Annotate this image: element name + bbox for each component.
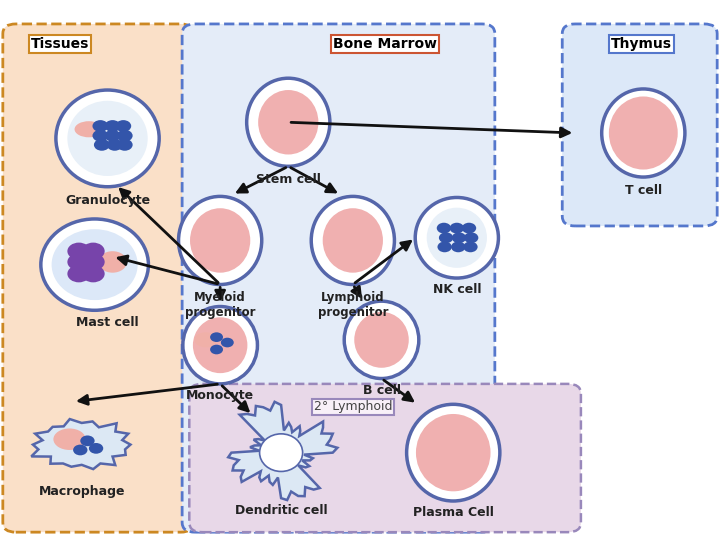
Text: Granulocyte: Granulocyte bbox=[65, 194, 150, 207]
Circle shape bbox=[81, 253, 104, 271]
Ellipse shape bbox=[354, 312, 409, 368]
Polygon shape bbox=[31, 419, 130, 469]
Text: NK cell: NK cell bbox=[433, 284, 481, 296]
Text: Tissues: Tissues bbox=[31, 37, 89, 51]
Circle shape bbox=[117, 130, 132, 141]
FancyBboxPatch shape bbox=[182, 24, 495, 532]
Ellipse shape bbox=[258, 90, 318, 154]
Text: Monocyte: Monocyte bbox=[186, 389, 254, 402]
Circle shape bbox=[81, 435, 94, 446]
Ellipse shape bbox=[68, 101, 148, 176]
Text: Plasma Cell: Plasma Cell bbox=[413, 507, 494, 519]
Circle shape bbox=[68, 265, 90, 282]
FancyBboxPatch shape bbox=[3, 24, 194, 532]
Ellipse shape bbox=[415, 198, 498, 278]
Circle shape bbox=[81, 265, 104, 282]
Circle shape bbox=[462, 222, 476, 233]
Circle shape bbox=[438, 241, 452, 252]
Circle shape bbox=[89, 443, 103, 454]
Ellipse shape bbox=[75, 121, 103, 137]
Text: Lymphoid
progenitor: Lymphoid progenitor bbox=[318, 292, 388, 320]
Circle shape bbox=[115, 120, 131, 132]
Ellipse shape bbox=[190, 208, 251, 273]
Ellipse shape bbox=[53, 428, 86, 450]
Text: T cell: T cell bbox=[625, 184, 662, 197]
Text: Macrophage: Macrophage bbox=[38, 485, 125, 498]
Circle shape bbox=[81, 242, 104, 260]
FancyBboxPatch shape bbox=[562, 24, 717, 226]
Circle shape bbox=[451, 241, 465, 252]
Ellipse shape bbox=[311, 197, 395, 285]
Circle shape bbox=[437, 222, 451, 233]
Circle shape bbox=[464, 232, 478, 243]
Circle shape bbox=[104, 120, 120, 132]
Ellipse shape bbox=[194, 332, 217, 347]
Text: Thymus: Thymus bbox=[611, 37, 672, 51]
Ellipse shape bbox=[260, 434, 302, 471]
Ellipse shape bbox=[609, 97, 678, 170]
Circle shape bbox=[92, 130, 108, 141]
Text: Mast cell: Mast cell bbox=[76, 316, 139, 329]
Ellipse shape bbox=[247, 78, 330, 166]
Text: Bone Marrow: Bone Marrow bbox=[333, 37, 437, 51]
Polygon shape bbox=[228, 402, 338, 500]
Ellipse shape bbox=[427, 208, 487, 268]
Ellipse shape bbox=[416, 414, 490, 491]
Ellipse shape bbox=[602, 89, 685, 177]
Ellipse shape bbox=[183, 307, 258, 384]
Ellipse shape bbox=[179, 197, 262, 285]
Text: 2° Lymphoid: 2° Lymphoid bbox=[314, 401, 392, 414]
Circle shape bbox=[92, 120, 108, 132]
Circle shape bbox=[210, 332, 223, 342]
Circle shape bbox=[450, 222, 464, 233]
Circle shape bbox=[107, 139, 122, 151]
Ellipse shape bbox=[41, 219, 148, 310]
Circle shape bbox=[68, 253, 90, 271]
FancyBboxPatch shape bbox=[189, 384, 581, 532]
Circle shape bbox=[210, 345, 223, 354]
Circle shape bbox=[463, 241, 477, 252]
Ellipse shape bbox=[407, 404, 500, 501]
Text: Dendritic cell: Dendritic cell bbox=[235, 504, 328, 517]
Circle shape bbox=[439, 232, 453, 243]
Text: B cell: B cell bbox=[362, 384, 400, 397]
Ellipse shape bbox=[56, 90, 159, 187]
Circle shape bbox=[73, 444, 87, 455]
Circle shape bbox=[452, 232, 466, 243]
Ellipse shape bbox=[193, 318, 248, 373]
Text: Stem cell: Stem cell bbox=[256, 173, 320, 186]
Circle shape bbox=[221, 338, 234, 347]
Text: Myeloid
progenitor: Myeloid progenitor bbox=[185, 292, 256, 320]
Circle shape bbox=[117, 139, 132, 151]
Ellipse shape bbox=[323, 208, 383, 273]
Circle shape bbox=[94, 139, 109, 151]
Ellipse shape bbox=[98, 251, 127, 273]
Ellipse shape bbox=[344, 301, 419, 379]
Ellipse shape bbox=[52, 229, 138, 300]
Circle shape bbox=[68, 242, 90, 260]
Circle shape bbox=[104, 130, 120, 141]
